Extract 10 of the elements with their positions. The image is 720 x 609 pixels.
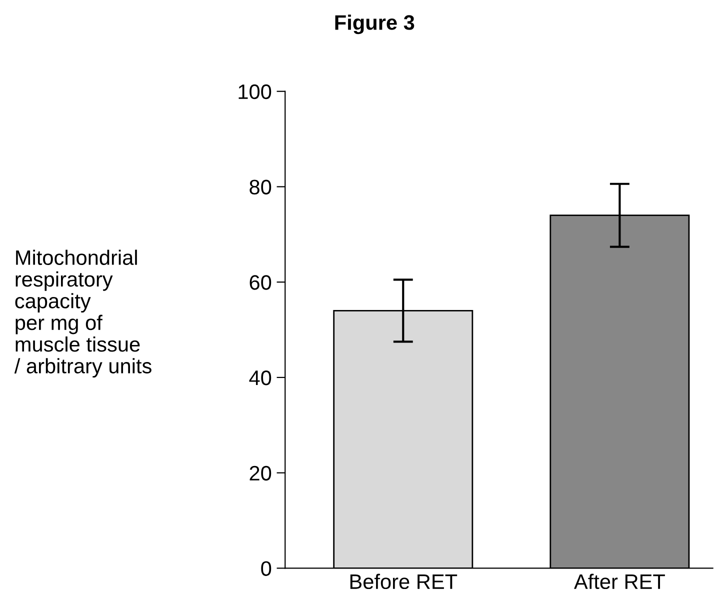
y-tick-label: 0 <box>261 561 272 576</box>
y-tick-label: 100 <box>238 84 272 100</box>
x-tick-label: After RET <box>574 574 665 590</box>
y-tick-label: 80 <box>250 180 272 194</box>
y-tick-label: 20 <box>250 466 272 481</box>
y-axis-title: Mitochondrial respiratory capacity per mg of muscle tissue / arbitrary units <box>14 250 152 378</box>
y-tick-label: 60 <box>250 275 272 290</box>
y-tick-label: 40 <box>249 370 272 386</box>
x-tick-label: Before RET <box>350 574 458 590</box>
chart-title: Figure 3 <box>335 14 414 34</box>
